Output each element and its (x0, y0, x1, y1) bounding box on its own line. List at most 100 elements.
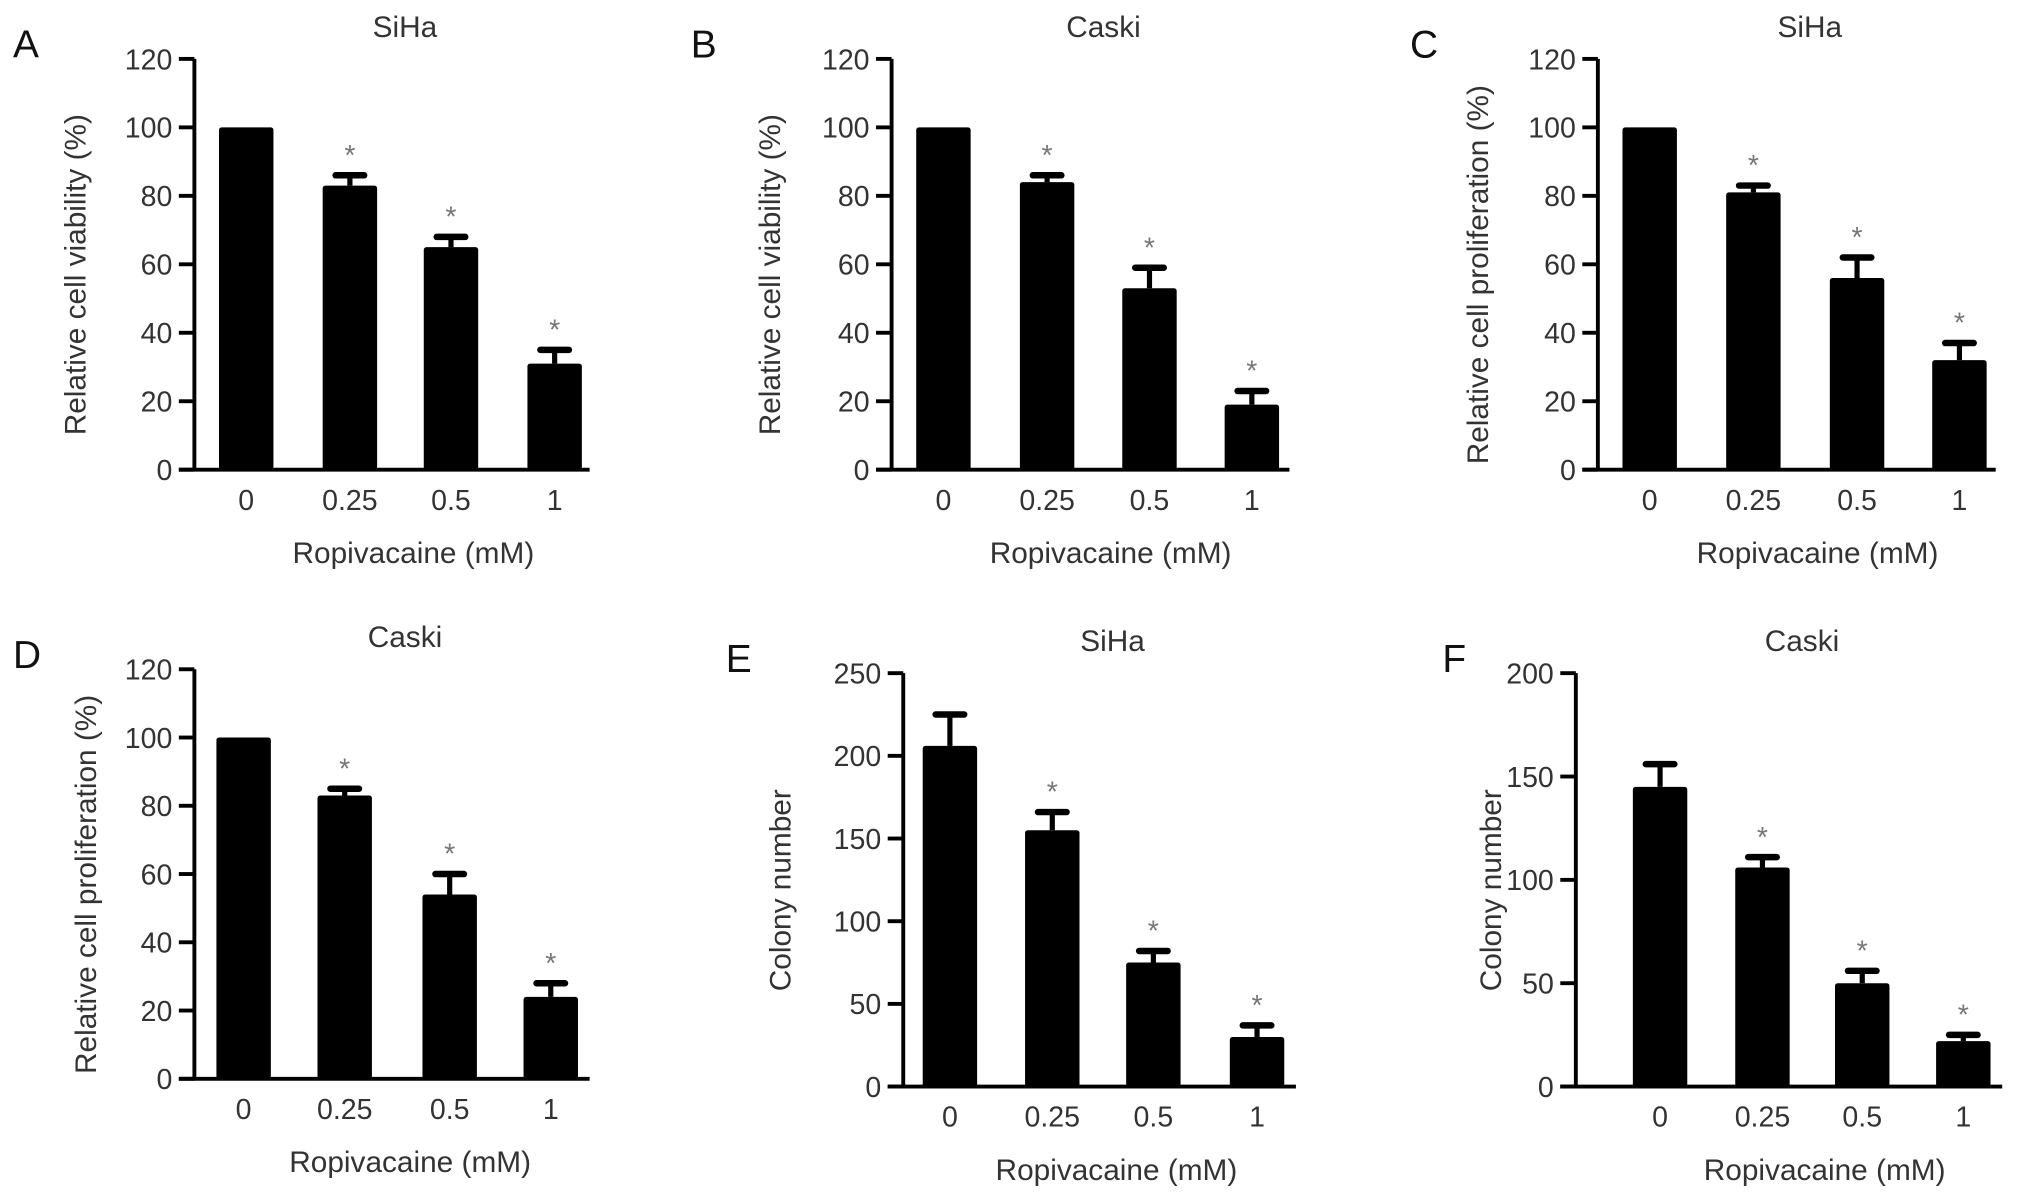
x-axis-label: Ropivacaine (mM) (293, 537, 535, 570)
x-tick-label: 0.25 (322, 485, 377, 517)
y-tick-label: 100 (125, 113, 173, 145)
y-tick-label: 80 (141, 181, 173, 213)
significance-mark: * (1852, 222, 1863, 254)
x-tick-label: 0 (1642, 485, 1658, 517)
panel-b: B Caski 0 20 40 60 80 100 120 0 * 0.25 * 0.5 * 1 Ropivac… (691, 11, 1290, 570)
significance-mark: * (444, 839, 455, 871)
y-tick-label: 60 (141, 859, 173, 891)
y-tick-label: 20 (838, 387, 870, 419)
significance-mark: * (1047, 777, 1058, 809)
chart-title: Caski (1765, 625, 1840, 658)
panel-letter: F (1442, 638, 1466, 681)
y-tick-label: 80 (141, 791, 173, 823)
x-tick-label: 1 (1249, 1102, 1265, 1134)
panel-letter: C (1410, 24, 1438, 67)
x-tick-label: 0.25 (317, 1094, 372, 1126)
panel-letter: A (13, 24, 39, 67)
x-tick-label: 0.5 (1842, 1102, 1882, 1134)
significance-mark: * (1857, 935, 1868, 967)
bar-0.5 (423, 247, 479, 470)
significance-mark: * (1958, 1000, 1969, 1032)
bar-1 (1936, 1041, 1991, 1087)
x-axis-label: Ropivacaine (mM) (1704, 1154, 1946, 1187)
y-tick-label: 200 (834, 741, 882, 773)
y-tick-label: 0 (156, 1064, 172, 1096)
y-tick-label: 60 (838, 250, 870, 282)
y-tick-label: 60 (1544, 250, 1576, 282)
y-tick-label: 0 (854, 455, 870, 487)
y-tick-label: 250 (834, 659, 882, 691)
x-tick-label: 1 (547, 485, 563, 517)
y-tick-label: 120 (125, 44, 173, 76)
x-axis-label: Ropivacaine (mM) (990, 537, 1232, 570)
x-tick-label: 0.25 (1025, 1102, 1080, 1134)
bar-0.25 (1735, 867, 1790, 1087)
panel-letter: D (13, 634, 41, 677)
significance-mark: * (545, 948, 556, 980)
bar-0 (219, 127, 274, 470)
panel-c: C SiHa 0 20 40 60 80 100 120 0 * 0.25 * 0.5 * 1 Ropivaca… (1410, 11, 1996, 570)
y-tick-label: 120 (1528, 44, 1576, 76)
bar-0 (916, 127, 971, 470)
x-tick-label: 0.5 (430, 1094, 470, 1126)
panel-e: E SiHa 0 50 100 150 200 250 0 * 0.25 * 0.5 * 1 Ropivaca… (726, 625, 1296, 1187)
y-axis-label: Colony number (765, 789, 798, 991)
panel-d: D Caski 0 20 40 60 80 100 120 0 * 0.25 * 0.5 * 1 Ropivac… (13, 621, 590, 1179)
y-tick-label: 50 (850, 989, 882, 1021)
bar-0.25 (1025, 830, 1080, 1087)
y-tick-label: 40 (141, 318, 173, 350)
significance-mark: * (339, 753, 350, 785)
x-tick-label: 0.25 (1019, 485, 1074, 517)
y-tick-label: 40 (1544, 318, 1576, 350)
x-axis-label: Ropivacaine (mM) (1697, 537, 1939, 570)
x-axis-label: Ropivacaine (mM) (996, 1154, 1238, 1187)
y-tick-label: 80 (838, 181, 870, 213)
y-axis-label: Relative cell proliferation (%) (1462, 85, 1495, 464)
significance-mark: * (1748, 150, 1759, 182)
bar-0.5 (1122, 288, 1177, 470)
bar-1 (523, 996, 578, 1079)
significance-mark: * (1246, 356, 1257, 388)
y-tick-label: 120 (822, 44, 870, 76)
x-tick-label: 1 (1951, 485, 1967, 517)
y-axis-label: Relative cell proliferation (%) (70, 695, 103, 1074)
chart-title: SiHa (1080, 625, 1145, 658)
significance-mark: * (1042, 140, 1053, 172)
significance-mark: * (445, 202, 456, 234)
y-tick-label: 40 (141, 928, 173, 960)
bar-1 (1932, 360, 1987, 470)
x-tick-label: 1 (1955, 1102, 1971, 1134)
bar-0 (922, 745, 978, 1087)
bar-0.25 (1726, 192, 1781, 470)
y-tick-label: 100 (1528, 113, 1576, 145)
x-tick-label: 0.5 (1134, 1102, 1174, 1134)
y-tick-label: 0 (865, 1072, 881, 1104)
significance-mark: * (1144, 232, 1155, 264)
panel-f: F Caski 0 50 100 150 200 0 * 0.25 * 0.5 * 1 Ropivacain… (1442, 625, 2003, 1187)
y-tick-label: 20 (141, 387, 173, 419)
x-tick-label: 0.25 (1735, 1102, 1790, 1134)
panel-letter: B (691, 24, 717, 67)
y-tick-label: 0 (1560, 455, 1576, 487)
y-tick-label: 40 (838, 318, 870, 350)
significance-mark: * (549, 315, 560, 347)
y-axis-label: Relative cell viability (%) (60, 114, 93, 435)
bar-1 (527, 363, 582, 470)
bar-0.5 (422, 894, 477, 1079)
bar-0.25 (1019, 182, 1075, 470)
x-axis-label: Ropivacaine (mM) (289, 1146, 531, 1179)
bar-0.25 (317, 795, 372, 1079)
y-tick-label: 100 (1506, 865, 1554, 897)
significance-mark: * (1757, 822, 1768, 854)
y-tick-label: 100 (822, 113, 870, 145)
bar-0.5 (1126, 962, 1181, 1087)
y-tick-label: 80 (1544, 181, 1576, 213)
bar-0.5 (1835, 983, 1890, 1087)
y-tick-label: 20 (141, 996, 173, 1028)
bar-1 (1224, 404, 1280, 470)
y-tick-label: 100 (125, 723, 173, 755)
bar-1 (1229, 1036, 1285, 1087)
y-tick-label: 50 (1522, 969, 1554, 1001)
x-tick-label: 0.5 (1837, 485, 1877, 517)
y-tick-label: 150 (834, 824, 882, 856)
